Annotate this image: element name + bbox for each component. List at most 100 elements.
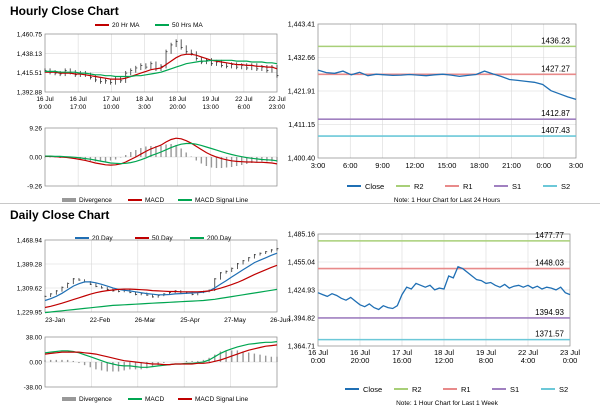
hourly-pivot-x-tick: 18:00 bbox=[470, 161, 489, 170]
daily-pivot-y-tick: 1,485.16 bbox=[288, 232, 315, 239]
daily-pivot-x-tick: 8:00 bbox=[479, 356, 494, 365]
hourly-macd-y-tick: 9.26 bbox=[29, 126, 42, 133]
hourly-pivot-r2-label: 1436.23 bbox=[541, 36, 570, 45]
hourly-price-y-tick: 1,438.13 bbox=[17, 51, 43, 58]
daily-pivot-legend-s2-label: S2 bbox=[559, 385, 568, 394]
hourly-pivot-x-tick: 0:00 bbox=[536, 161, 551, 170]
daily-pivot-x-tick: 16:00 bbox=[393, 356, 412, 365]
hourly-pivot-x-tick: 3:00 bbox=[311, 161, 326, 170]
hourly-price-x-tick: 19 Jul bbox=[202, 96, 220, 103]
daily-pivot-s1-label: 1394.93 bbox=[535, 308, 564, 317]
hourly-price-y-tick: 1,415.51 bbox=[17, 70, 43, 77]
hourly-price-x-tick: 20:00 bbox=[169, 104, 186, 111]
daily-pivot-legend-r2-label: R2 bbox=[412, 385, 422, 394]
hourly-pivot-y-tick: 1,443.41 bbox=[288, 22, 315, 29]
hourly-20hr-ma-line bbox=[45, 53, 278, 80]
hourly-macd-y-tick: 0.00 bbox=[29, 155, 42, 162]
hourly-price-x-tick: 18 Jul bbox=[136, 96, 154, 103]
hourly-price-x-tick: 17:00 bbox=[70, 104, 87, 111]
hourly-pivot-x-tick: 21:00 bbox=[502, 161, 521, 170]
daily-macd-y-tick: 38.00 bbox=[26, 335, 43, 342]
hourly-pivot-x-tick: 12:00 bbox=[405, 161, 424, 170]
daily-price-y-tick: 1,468.94 bbox=[17, 238, 43, 245]
daily-pivot-x-tick: 0:00 bbox=[311, 356, 326, 365]
daily-legend-divergence-swatch bbox=[62, 397, 76, 401]
hourly-price-x-tick: 9:00 bbox=[39, 104, 52, 111]
hourly-macd-y-tick: -9.26 bbox=[27, 184, 42, 191]
hourly-pivot-s2-label: 1407.43 bbox=[541, 126, 570, 135]
daily-200day-line bbox=[44, 288, 278, 314]
hourly-pivot-y-tick: 1,400.40 bbox=[288, 156, 315, 163]
daily-pivot-y-tick: 1,364.71 bbox=[288, 344, 315, 351]
daily-price-x-tick: 26-Mar bbox=[135, 317, 156, 324]
daily-pivot-y-tick: 1,455.04 bbox=[288, 260, 315, 267]
hourly-price-x-tick: 22 Jul bbox=[268, 96, 286, 103]
hourly-legend-20hr-label: 20 Hr MA bbox=[112, 22, 140, 29]
daily-legend-signal-label: MACD Signal Line bbox=[195, 396, 248, 403]
daily-price-y-tick: 1,229.95 bbox=[17, 310, 43, 317]
daily-pivot-frame bbox=[317, 233, 571, 347]
hourly-price-x-tick: 16 Jul bbox=[69, 96, 87, 103]
daily-pivot-x-tick: 4:00 bbox=[521, 356, 536, 365]
hourly-legend-signal-label: MACD Signal Line bbox=[195, 197, 248, 204]
daily-pivot-x-tick: 23 Jul bbox=[560, 348, 580, 357]
section-divider bbox=[0, 203, 600, 204]
hourly-price-x-tick: 23:00 bbox=[269, 104, 286, 111]
hourly-pivot-y-tick: 1,411.15 bbox=[288, 122, 315, 129]
daily-pivot-x-tick: 18 Jul bbox=[434, 348, 454, 357]
daily-pivot-x-tick: 16 Jul bbox=[350, 348, 370, 357]
daily-macd-y-tick: -38.00 bbox=[24, 385, 43, 392]
daily-macd-y-tick: 0.00 bbox=[29, 360, 42, 367]
hourly-pivot-s1-label: 1412.87 bbox=[541, 109, 570, 118]
hourly-pivot-legend-r1-label: R1 bbox=[463, 182, 473, 191]
daily-pivot-s2-label: 1371.57 bbox=[535, 330, 564, 339]
daily-price-x-tick: 22-Feb bbox=[90, 317, 111, 324]
daily-legend-divergence-label: Divergence bbox=[79, 396, 112, 403]
daily-pivot-x-tick: 16 Jul bbox=[308, 348, 328, 357]
daily-pivot-y-tick: 1,424.93 bbox=[288, 288, 315, 295]
hourly-macd-signal-line bbox=[45, 142, 278, 165]
daily-pivot-x-tick: 20:00 bbox=[351, 356, 370, 365]
daily-legend-200day-label: 200 Day bbox=[207, 235, 232, 242]
hourly-pivot-legend-r2-label: R2 bbox=[414, 182, 424, 191]
daily-pivot-x-tick: 22 Jul bbox=[518, 348, 538, 357]
daily-legend-20day-label: 20 Day bbox=[92, 235, 113, 242]
daily-pivot-note: Note: 1 Hour Chart for Last 1 Week bbox=[396, 400, 499, 407]
daily-pivot-x-tick: 0:00 bbox=[563, 356, 578, 365]
hourly-legend-divergence-swatch bbox=[62, 198, 76, 202]
hourly-price-y-tick: 1,460.75 bbox=[17, 32, 43, 39]
hourly-pivot-y-tick: 1,432.66 bbox=[288, 55, 315, 62]
daily-macd-line bbox=[44, 341, 278, 368]
hourly-pivot-x-tick: 15:00 bbox=[438, 161, 457, 170]
hourly-pivot-x-tick: 9:00 bbox=[375, 161, 390, 170]
hourly-pivot-x-tick: 3:00 bbox=[569, 161, 584, 170]
hourly-price-x-tick: 6:00 bbox=[238, 104, 251, 111]
hourly-price-x-tick: 13:00 bbox=[203, 104, 220, 111]
hourly-section-title: Hourly Close Chart bbox=[10, 4, 119, 18]
hourly-pivot-y-tick: 1,421.91 bbox=[288, 89, 315, 96]
daily-macd-signal-line bbox=[44, 344, 278, 366]
hourly-legend-macd-label: MACD bbox=[145, 197, 164, 204]
daily-pivot-x-tick: 12:00 bbox=[435, 356, 454, 365]
hourly-pivot-note: Note: 1 Hour Chart for Last 24 Hours bbox=[394, 197, 501, 204]
hourly-pivot-frame bbox=[317, 23, 577, 159]
daily-50day-line bbox=[44, 264, 278, 309]
hourly-macd-line bbox=[45, 137, 278, 166]
daily-price-x-tick: 27-May bbox=[224, 317, 246, 324]
daily-section-title: Daily Close Chart bbox=[10, 208, 110, 222]
hourly-price-x-tick: 18 Jul bbox=[169, 96, 187, 103]
hourly-price-x-tick: 17 Jul bbox=[103, 96, 121, 103]
daily-20day-line bbox=[44, 252, 278, 302]
hourly-price-x-tick: 16 Jul bbox=[36, 96, 54, 103]
hourly-price-x-tick: 22 Jul bbox=[235, 96, 253, 103]
hourly-price-y-tick: 1,392.88 bbox=[17, 90, 43, 97]
hourly-price-frame bbox=[44, 33, 278, 93]
daily-pivot-x-tick: 17 Jul bbox=[392, 348, 412, 357]
hourly-pivot-legend-s2-label: S2 bbox=[561, 182, 570, 191]
hourly-pivot-legend-s1-label: S1 bbox=[512, 182, 521, 191]
daily-pivot-x-tick: 19 Jul bbox=[476, 348, 496, 357]
hourly-legend-50hr-label: 50 Hrs MA bbox=[172, 22, 203, 29]
hourly-pivot-close-line bbox=[317, 69, 577, 101]
daily-pivot-y-tick: 1,394.82 bbox=[288, 316, 315, 323]
